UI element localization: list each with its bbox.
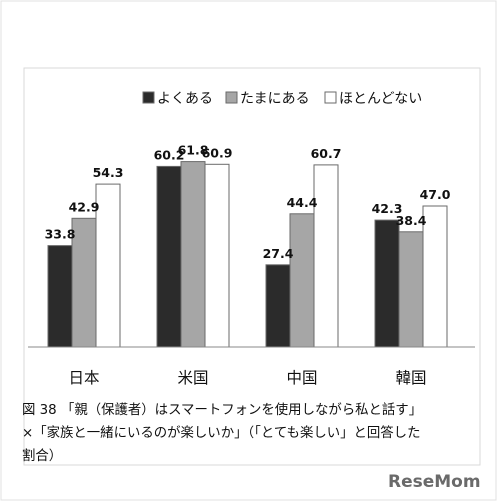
bar-日本-たまにある bbox=[71, 217, 97, 348]
legend-swatch bbox=[324, 91, 337, 104]
value-label: 54.3 bbox=[93, 165, 124, 180]
value-label: 60.7 bbox=[311, 146, 342, 161]
category-label: 米国 bbox=[177, 369, 208, 387]
category-label: 日本 bbox=[68, 369, 99, 387]
caption-line-2: ×「家族と一緒にいるのが楽しいか」（「とても楽しい」と回答した bbox=[22, 426, 421, 441]
bar-中国-よくある bbox=[265, 264, 291, 348]
category-label: 中国 bbox=[286, 369, 317, 387]
caption-line-1: 図 38 「親（保護者）はスマートフォンを使用しながら私と話す」 bbox=[22, 403, 423, 418]
legend-swatch bbox=[142, 91, 155, 104]
legend-label: よくある bbox=[157, 91, 213, 107]
value-label: 42.3 bbox=[372, 201, 403, 216]
category-label: 韓国 bbox=[395, 369, 426, 387]
bar-中国-ほとんどない bbox=[313, 164, 339, 348]
bar-米国-ほとんどない bbox=[204, 163, 230, 348]
value-label: 61.8 bbox=[178, 143, 209, 158]
caption-line-3: 割合） bbox=[22, 449, 63, 464]
value-label: 27.4 bbox=[263, 246, 294, 261]
category-labels-group: 日本 米国 中国 韓国 bbox=[68, 369, 426, 387]
legend-swatch bbox=[225, 91, 238, 104]
figure-caption: 図 38 「親（保護者）はスマートフォンを使用しながら私と話す」 ×「家族と一緒… bbox=[22, 399, 490, 468]
value-label: 38.4 bbox=[396, 213, 427, 228]
bar-韓国-よくある bbox=[374, 219, 400, 348]
legend-label: たまにある bbox=[240, 91, 310, 107]
resemom-watermark: ReseMom bbox=[388, 472, 481, 492]
bar-韓国-たまにある bbox=[398, 231, 424, 348]
bar-米国-よくある bbox=[156, 165, 182, 348]
bar-中国-たまにある bbox=[289, 213, 315, 348]
chart-frame bbox=[23, 67, 481, 466]
bar-日本-よくある bbox=[47, 245, 73, 348]
value-label: 33.8 bbox=[45, 227, 76, 242]
bar-日本-ほとんどない bbox=[95, 183, 121, 348]
value-label: 42.9 bbox=[69, 199, 100, 214]
value-label: 44.4 bbox=[287, 195, 318, 210]
value-label: 47.0 bbox=[420, 187, 451, 202]
bar-米国-たまにある bbox=[180, 161, 206, 348]
value-labels-group: 33.8 42.9 54.3 60.261.860.9 27.4 44.4 60.7 42.3… bbox=[45, 143, 451, 261]
value-label: 60.9 bbox=[202, 145, 233, 160]
legend: よくある たまにある ほとんどない bbox=[142, 91, 422, 107]
value-label: 60.2 bbox=[154, 147, 185, 162]
bars-group bbox=[47, 161, 448, 348]
bar-韓国-ほとんどない bbox=[422, 205, 448, 348]
legend-label: ほとんどない bbox=[339, 91, 422, 107]
